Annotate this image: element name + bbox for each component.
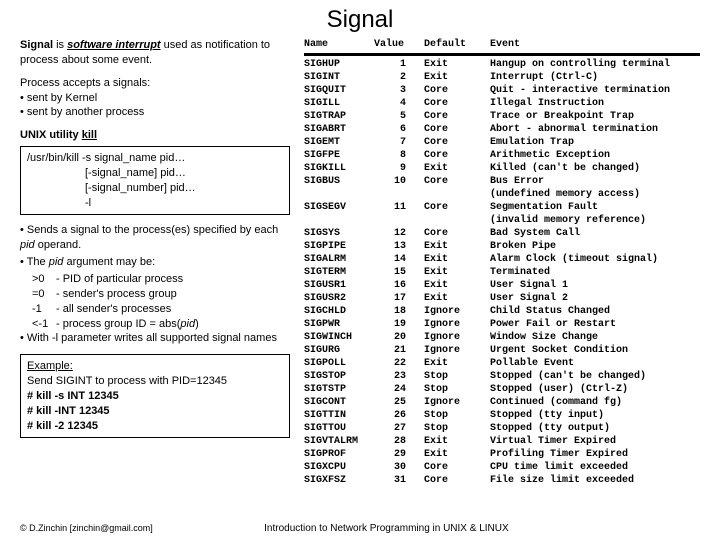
signal-subrow: (invalid memory reference): [304, 214, 700, 227]
signal-row: SIGWINCH20IgnoreWindow Size Change: [304, 331, 700, 344]
left-column: Signal is software interrupt used as not…: [20, 38, 290, 487]
page-title: Signal: [0, 0, 720, 38]
pid-row: >0- PID of particular process: [20, 272, 290, 287]
signal-row: SIGHUP1ExitHangup on controlling termina…: [304, 58, 700, 71]
signal-row: SIGQUIT3CoreQuit - interactive terminati…: [304, 84, 700, 97]
example-box: Example: Send SIGINT to process with PID…: [20, 354, 290, 438]
signal-row: SIGILL4CoreIllegal Instruction: [304, 97, 700, 110]
intro-text: Signal is software interrupt used as not…: [20, 38, 290, 68]
signal-row: SIGURG21IgnoreUrgent Socket Condition: [304, 344, 700, 357]
signal-row: SIGABRT6CoreAbort - abnormal termination: [304, 123, 700, 136]
hdr-value: Value: [374, 38, 424, 51]
signal-row: SIGPIPE13ExitBroken Pipe: [304, 240, 700, 253]
example-cmd2: # kill -INT 12345: [27, 404, 283, 419]
signal-row: SIGEMT7CoreEmulation Trap: [304, 136, 700, 149]
accepts-block: Process accepts a signals: • sent by Ker…: [20, 76, 290, 121]
pid-row: <-1- process group ID = abs(pid): [20, 317, 290, 332]
signal-row: SIGSTOP23StopStopped (can't be changed): [304, 370, 700, 383]
intro-bold: Signal: [20, 39, 53, 51]
kill-line2: [-signal_name] pid…: [85, 166, 283, 181]
desc-pid: • The pid argument may be:: [20, 255, 290, 270]
example-heading: Example:: [27, 359, 283, 374]
signal-row: SIGVTALRM28ExitVirtual Timer Expired: [304, 435, 700, 448]
accepts-heading: Process accepts a signals:: [20, 76, 290, 91]
signal-row: SIGXFSZ31CoreFile size limit exceeded: [304, 474, 700, 487]
unix-heading: UNIX utility kill: [20, 128, 290, 143]
signal-row: SIGPWR19IgnorePower Fail or Restart: [304, 318, 700, 331]
signal-row: SIGSEGV11CoreSegmentation Fault: [304, 201, 700, 214]
signal-row: SIGUSR217ExitUser Signal 2: [304, 292, 700, 305]
description-block: • Sends a signal to the process(es) spec…: [20, 223, 290, 346]
unix-kill: kill: [82, 129, 97, 141]
signal-row: SIGKILL9ExitKilled (can't be changed): [304, 162, 700, 175]
kill-line4: -l: [85, 196, 283, 211]
signal-row: SIGPROF29ExitProfiling Timer Expired: [304, 448, 700, 461]
signal-table: Name Value Default Event SIGHUP1ExitHang…: [290, 38, 700, 487]
pid-row: =0- sender's process group: [20, 287, 290, 302]
signal-row: SIGBUS10CoreBus Error: [304, 175, 700, 188]
bullet-kernel: • sent by Kernel: [20, 91, 290, 106]
signal-row: SIGTRAP5CoreTrace or Breakpoint Trap: [304, 110, 700, 123]
signal-row: SIGALRM14ExitAlarm Clock (timeout signal…: [304, 253, 700, 266]
signal-row: SIGXCPU30CoreCPU time limit exceeded: [304, 461, 700, 474]
hdr-default: Default: [424, 38, 490, 51]
desc-sends: • Sends a signal to the process(es) spec…: [20, 223, 290, 253]
hdr-name: Name: [304, 38, 374, 51]
signal-row: SIGSYS12CoreBad System Call: [304, 227, 700, 240]
signal-row: SIGINT2ExitInterrupt (Ctrl-C): [304, 71, 700, 84]
signal-row: SIGFPE8CoreArithmetic Exception: [304, 149, 700, 162]
kill-syntax-box: /usr/bin/kill -s signal_name pid… [-sign…: [20, 146, 290, 215]
signal-row: SIGUSR116ExitUser Signal 1: [304, 279, 700, 292]
bullet-process: • sent by another process: [20, 105, 290, 120]
signal-row: SIGTTOU27StopStopped (tty output): [304, 422, 700, 435]
example-text: Send SIGINT to process with PID=12345: [27, 374, 283, 389]
signal-row: SIGTSTP24StopStopped (user) (Ctrl-Z): [304, 383, 700, 396]
kill-line3: [-signal_number] pid…: [85, 181, 283, 196]
footer-author: © D.Zinchin [zinchin@gmail.com]: [20, 523, 153, 534]
signal-row: SIGCHLD18IgnoreChild Status Changed: [304, 305, 700, 318]
example-cmd1: # kill -s INT 12345: [27, 389, 283, 404]
unix-label: UNIX utility: [20, 129, 82, 141]
signal-row: SIGTTIN26StopStopped (tty input): [304, 409, 700, 422]
signal-table-header: Name Value Default Event: [304, 38, 700, 51]
content-area: Signal is software interrupt used as not…: [0, 38, 720, 487]
intro-sw: software interrupt: [67, 39, 161, 51]
signal-row: SIGPOLL22ExitPollable Event: [304, 357, 700, 370]
hdr-event: Event: [490, 38, 700, 51]
table-divider: [304, 53, 700, 56]
intro-r1: is: [53, 39, 67, 51]
footer-title: Introduction to Network Programming in U…: [153, 523, 620, 534]
signal-subrow: (undefined memory access): [304, 188, 700, 201]
signal-row: SIGTERM15ExitTerminated: [304, 266, 700, 279]
kill-line1: /usr/bin/kill -s signal_name pid…: [27, 151, 283, 166]
signal-row: SIGCONT25IgnoreContinued (command fg): [304, 396, 700, 409]
example-cmd3: # kill -2 12345: [27, 419, 283, 434]
footer: © D.Zinchin [zinchin@gmail.com] Introduc…: [20, 523, 700, 534]
desc-lparam: • With -l parameter writes all supported…: [20, 331, 290, 346]
pid-row: -1- all sender's processes: [20, 302, 290, 317]
